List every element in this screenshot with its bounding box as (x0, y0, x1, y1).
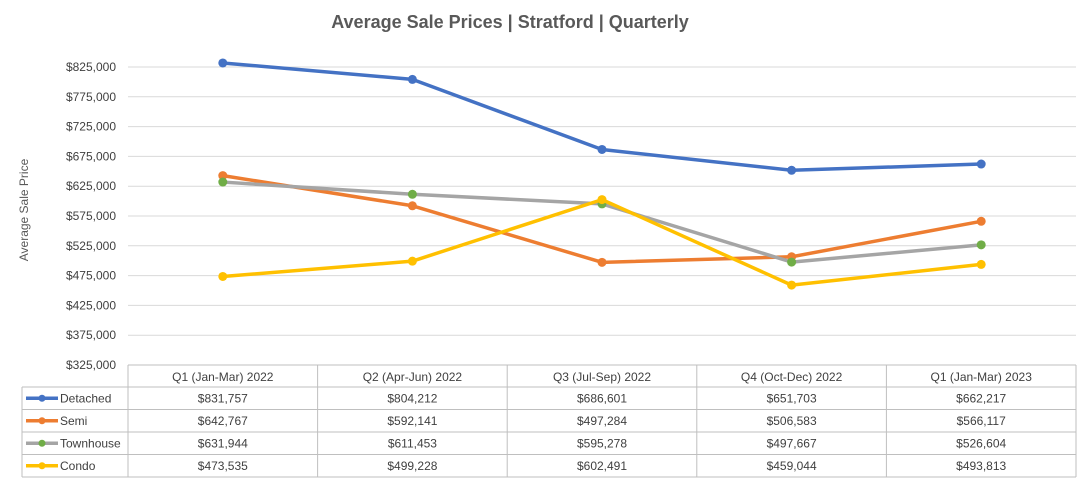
data-point (976, 159, 986, 169)
y-tick-label: $825,000 (66, 60, 116, 74)
series-detached (218, 58, 986, 175)
y-tick-label: $375,000 (66, 328, 116, 342)
data-point (597, 257, 607, 267)
data-point (407, 189, 417, 199)
legend-marker (38, 394, 46, 402)
table-value: $473,535 (198, 459, 248, 473)
data-point (218, 58, 228, 68)
y-tick-label: $425,000 (66, 298, 116, 312)
table-value: $662,217 (956, 391, 1006, 405)
data-point (976, 240, 986, 250)
table-value: $804,212 (387, 391, 437, 405)
table-value: $611,453 (388, 436, 437, 450)
y-tick-label: $475,000 (66, 269, 116, 283)
data-point (976, 216, 986, 226)
data-point (218, 177, 228, 187)
table-value: $497,667 (767, 436, 817, 450)
table-value: $602,491 (577, 459, 627, 473)
y-tick-label: $775,000 (66, 90, 116, 104)
y-tick-label: $325,000 (66, 358, 116, 372)
x-category-label: Q1 (Jan-Mar) 2023 (931, 370, 1033, 384)
series-semi (218, 171, 986, 267)
legend-marker (38, 462, 46, 470)
data-point (787, 165, 797, 175)
data-point (407, 256, 417, 266)
series-townhouse (218, 177, 986, 267)
data-point (218, 271, 228, 281)
data-point (218, 171, 228, 181)
y-tick-label: $525,000 (66, 239, 116, 253)
chart-title: Average Sale Prices | Stratford | Quarte… (331, 12, 689, 32)
data-point (787, 257, 797, 267)
legend-label: Detached (60, 391, 111, 405)
legend-label: Semi (60, 414, 87, 428)
legend-marker (38, 439, 46, 447)
table-value: $631,944 (198, 436, 248, 450)
data-point (407, 201, 417, 211)
legend-label: Condo (60, 459, 96, 473)
y-tick-label: $575,000 (66, 209, 116, 223)
y-tick-label: $675,000 (66, 149, 116, 163)
table-value: $642,767 (198, 414, 248, 428)
data-point (407, 74, 417, 84)
y-tick-label: $625,000 (66, 179, 116, 193)
table-value: $595,278 (577, 436, 627, 450)
table-value: $651,703 (767, 391, 817, 405)
table-value: $592,141 (387, 414, 437, 428)
data-point (976, 259, 986, 269)
legend-marker (38, 417, 46, 425)
legend-label: Townhouse (60, 436, 121, 450)
y-tick-label: $725,000 (66, 120, 116, 134)
table-value: $493,813 (956, 459, 1006, 473)
table-value: $497,284 (577, 414, 627, 428)
series-condo (218, 195, 986, 290)
table-value: $831,757 (198, 391, 248, 405)
table-value: $526,604 (956, 436, 1006, 450)
x-category-label: Q2 (Apr-Jun) 2022 (363, 370, 463, 384)
table-value: $686,601 (577, 391, 627, 405)
x-category-label: Q4 (Oct-Dec) 2022 (741, 370, 843, 384)
table-value: $499,228 (387, 459, 437, 473)
data-point (597, 195, 607, 205)
series-line (221, 61, 983, 173)
table-value: $506,583 (767, 414, 817, 428)
data-point (597, 144, 607, 154)
x-category-label: Q3 (Jul-Sep) 2022 (553, 370, 651, 384)
table-value: $459,044 (767, 459, 817, 473)
x-category-label: Q1 (Jan-Mar) 2022 (172, 370, 274, 384)
table-value: $566,117 (957, 414, 1006, 428)
data-point (787, 280, 797, 290)
